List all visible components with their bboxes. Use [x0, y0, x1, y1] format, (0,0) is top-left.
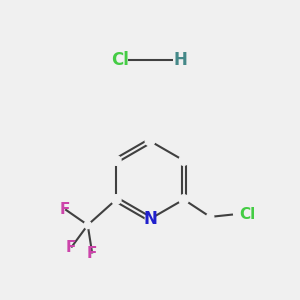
Text: N: N — [143, 210, 157, 228]
Circle shape — [145, 136, 155, 146]
Circle shape — [84, 221, 91, 229]
Circle shape — [179, 156, 189, 165]
Text: Cl: Cl — [239, 207, 255, 222]
Text: F: F — [87, 246, 98, 261]
Text: H: H — [173, 51, 187, 69]
Circle shape — [179, 195, 189, 204]
Circle shape — [111, 156, 121, 165]
Text: F: F — [66, 240, 76, 255]
Circle shape — [145, 214, 155, 224]
Text: F: F — [60, 202, 70, 217]
Circle shape — [111, 195, 121, 204]
Circle shape — [207, 213, 214, 220]
Text: Cl: Cl — [111, 51, 129, 69]
